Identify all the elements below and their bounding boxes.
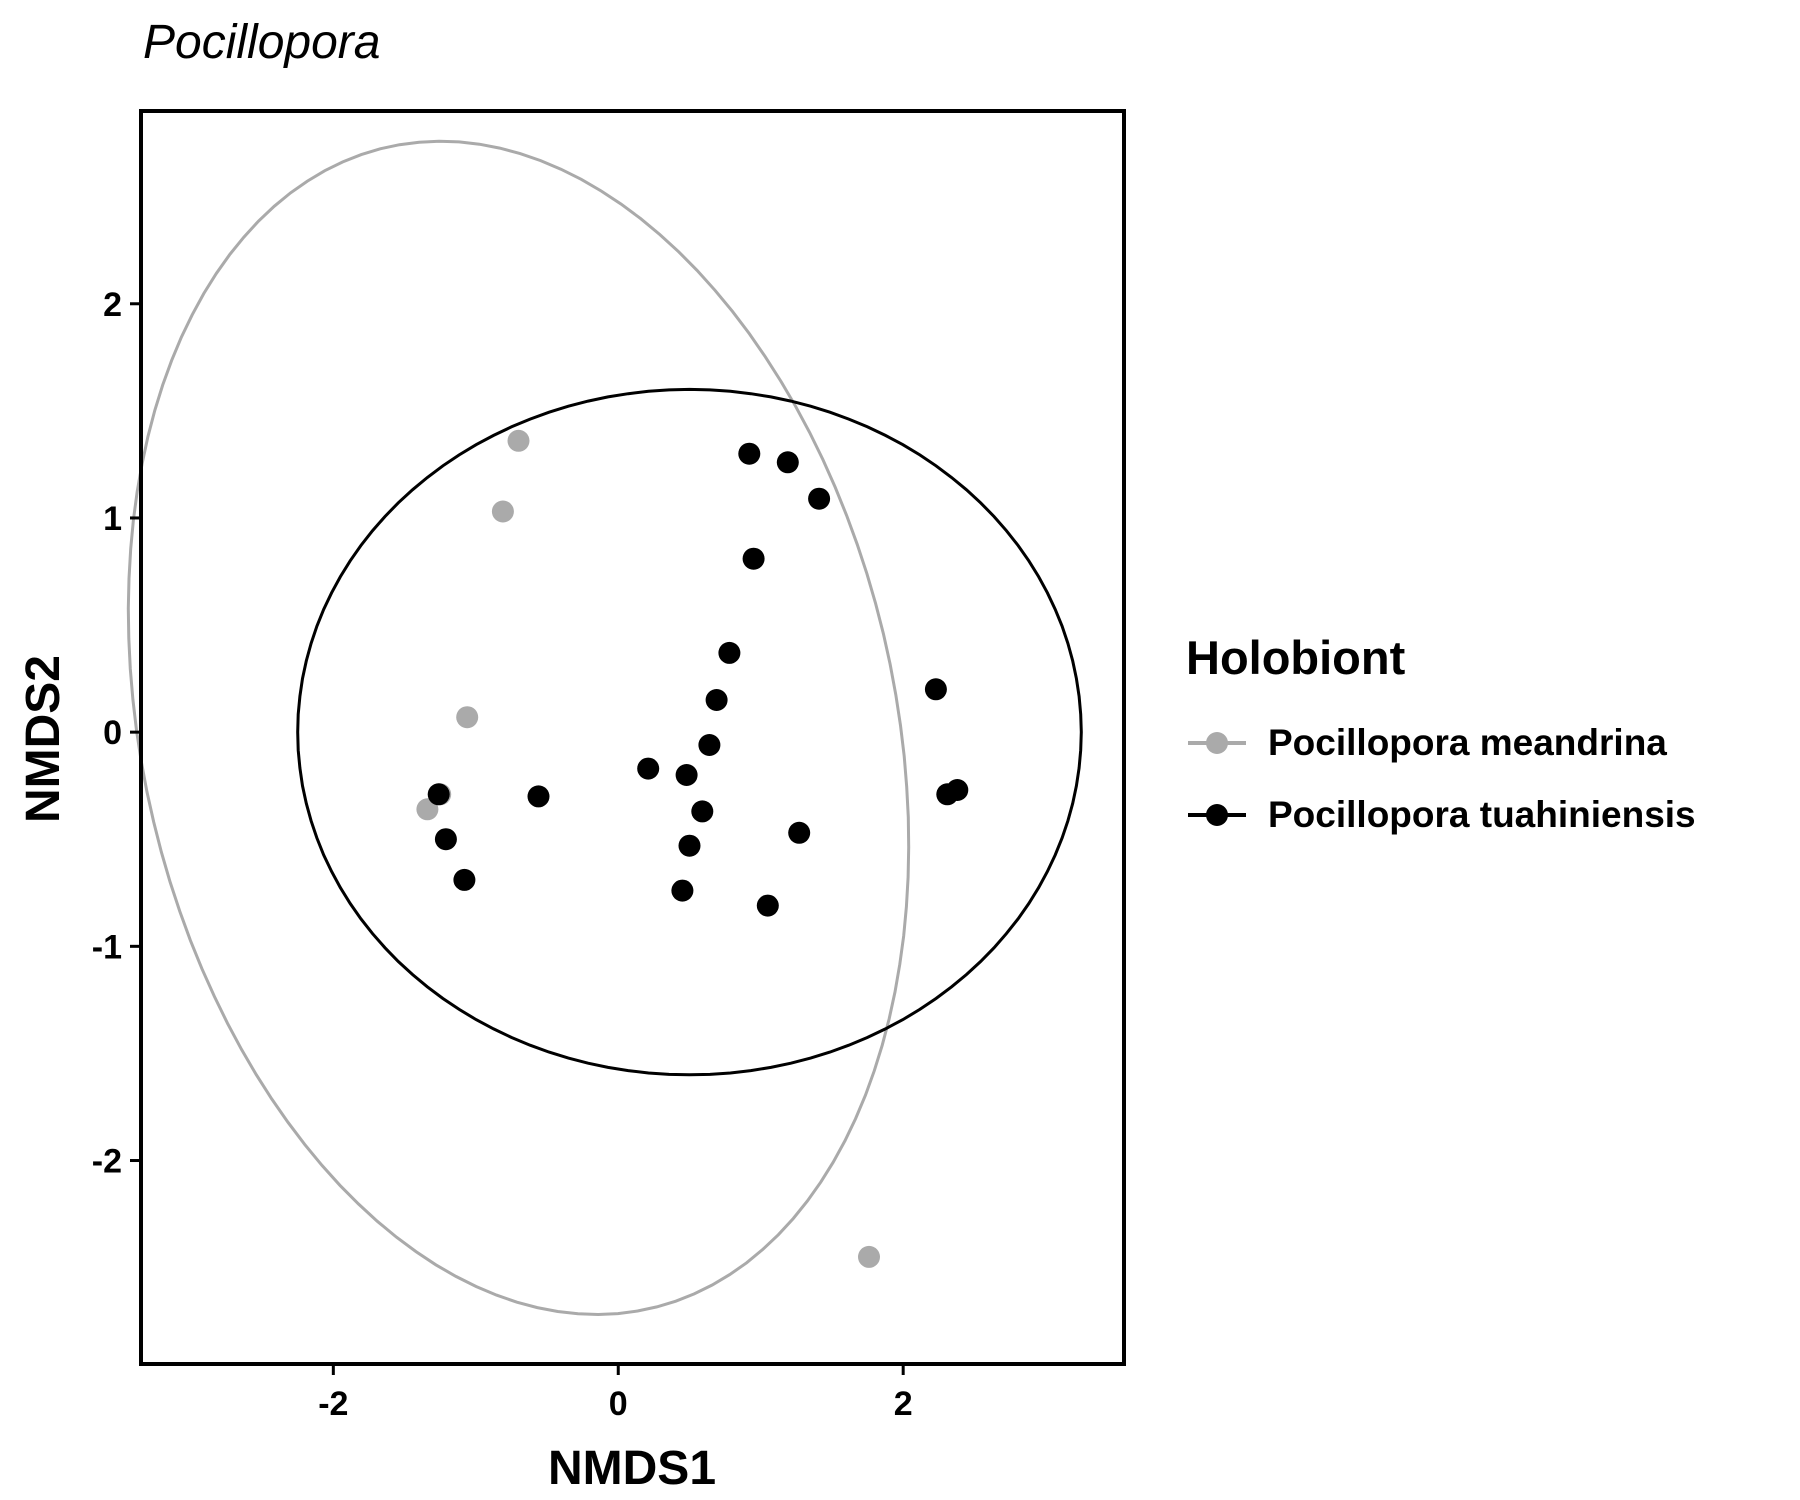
data-point-series-0-0 xyxy=(507,429,530,452)
data-point-series-0-1 xyxy=(491,500,514,523)
y-axis-label: NMDS2 xyxy=(17,655,70,823)
legend: Holobiont Pocillopora meandrina Pocillop… xyxy=(1186,630,1696,851)
legend-item-tuahiniensis: Pocillopora tuahiniensis xyxy=(1186,779,1696,851)
data-point-series-0-2 xyxy=(456,706,479,729)
data-points xyxy=(416,429,969,1268)
data-point-series-1-4 xyxy=(718,641,741,664)
data-point-series-1-3 xyxy=(742,547,765,570)
data-point-series-1-5 xyxy=(705,689,728,711)
x-tick-label-0: -2 xyxy=(318,1385,348,1423)
data-point-series-1-10 xyxy=(678,834,701,857)
x-axis: -2 0 2 xyxy=(318,1364,913,1423)
data-point-series-1-0 xyxy=(738,442,761,465)
data-point-series-0-5 xyxy=(858,1245,880,1268)
legend-item-meandrina: Pocillopora meandrina xyxy=(1186,707,1696,779)
data-point-series-1-18 xyxy=(924,678,947,701)
y-tick-label-0: -2 xyxy=(92,1143,122,1181)
data-point-series-0-3 xyxy=(416,798,439,821)
data-point-series-1-2 xyxy=(808,487,831,510)
data-point-series-1-11 xyxy=(788,821,811,844)
legend-title: Holobiont xyxy=(1186,631,1406,684)
confidence-ellipses xyxy=(126,139,1083,1317)
data-point-series-1-13 xyxy=(756,894,779,917)
ellipse-series-0 xyxy=(126,139,911,1317)
y-tick-label-2: 0 xyxy=(103,714,122,752)
data-point-series-1-8 xyxy=(675,764,698,786)
data-point-series-1-15 xyxy=(427,783,450,806)
data-point-series-1-12 xyxy=(671,879,694,902)
chart-title: Pocillopora xyxy=(143,16,380,69)
legend-label-tuahiniensis: Pocillopora tuahiniensis xyxy=(1268,794,1696,835)
data-point-series-1-14 xyxy=(527,785,550,808)
data-point-series-1-7 xyxy=(637,757,660,780)
data-point-series-1-20 xyxy=(946,779,969,801)
data-point-series-1-1 xyxy=(776,451,799,474)
legend-label-meandrina: Pocillopora meandrina xyxy=(1268,722,1667,763)
data-point-series-1-16 xyxy=(434,828,457,851)
data-point-series-1-17 xyxy=(453,868,476,891)
data-point-series-1-6 xyxy=(698,734,721,756)
legend-key-tuahiniensis xyxy=(1188,804,1246,826)
x-tick-label-2: 2 xyxy=(894,1385,913,1423)
y-tick-label-1: -1 xyxy=(92,928,122,966)
y-axis: -2 -1 0 1 2 xyxy=(92,286,141,1181)
y-tick-label-4: 2 xyxy=(103,286,122,324)
x-tick-label-1: 0 xyxy=(609,1385,628,1423)
y-tick-label-3: 1 xyxy=(103,500,122,538)
ellipse-series-1 xyxy=(296,387,1083,1077)
x-axis-label: NMDS1 xyxy=(548,1442,716,1495)
data-point-series-1-9 xyxy=(691,800,714,823)
plot-panel-border xyxy=(139,109,1126,1366)
legend-key-meandrina xyxy=(1188,732,1246,754)
